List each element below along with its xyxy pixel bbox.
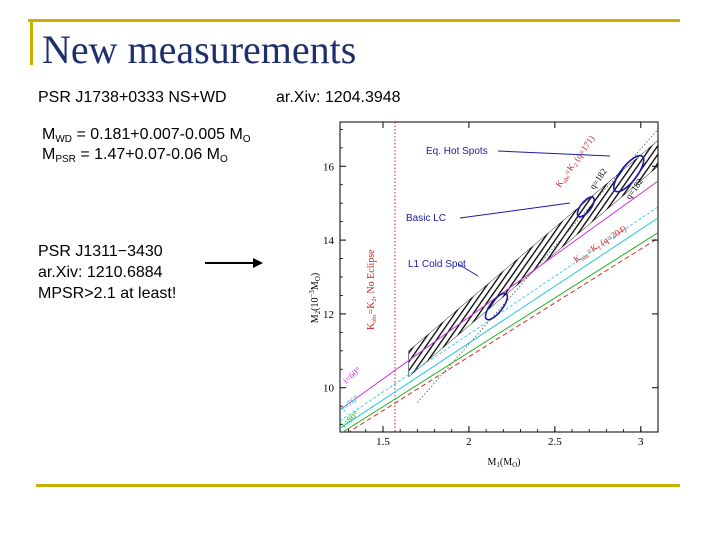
q-dotted-line [417, 129, 658, 403]
label-no-eclipse: Kobs=K2, No Eclipse [366, 249, 378, 330]
mwd-line: MWD = 0.181+0.007-0.005 MO [42, 126, 251, 145]
x-tick-label-1: 2 [466, 436, 472, 448]
label-eq-hot-spots: Eq. Hot Spots [426, 146, 488, 157]
mwd-value: = 0.181+0.007-0.005 M [72, 126, 243, 143]
series-line-red-dashed [347, 237, 658, 432]
ellipse-eq-hot-spots [613, 154, 645, 193]
plot-area [340, 122, 658, 432]
left-rule [30, 19, 33, 65]
pointer-basic-lc [459, 202, 571, 219]
label-basic-lc: Basic LC [406, 213, 446, 224]
axes: 1.5 2 2.5 3 10 12 14 16 [323, 122, 658, 448]
mpsr-prefix: M [42, 146, 56, 163]
mwd-prefix: M [42, 126, 56, 143]
pulsar2-note: MPSR>2.1 at least! [38, 285, 177, 302]
x-tick-label-2: 2.5 [548, 436, 562, 448]
series-line-i76 [340, 217, 658, 429]
ellipse-basic-lc [576, 196, 595, 218]
mpsr-value: = 1.47+0.07-0.06 M [75, 146, 220, 163]
y-tick-label-0: 10 [323, 383, 335, 395]
pointer-eq-hot-spots [497, 150, 611, 157]
mpsr-unit-sub: O [220, 154, 228, 165]
x-tick-label-3: 3 [638, 436, 644, 448]
pulsar2-name: PSR J1311−3430 [38, 243, 163, 260]
slide-title: New measurements [42, 27, 357, 72]
bottom-rule [36, 484, 680, 487]
y-axis-label: M2(10−3MO) [308, 273, 322, 324]
series-line-i80 [341, 232, 658, 432]
mpsr-line: MPSR = 1.47+0.07-0.06 MO [42, 146, 228, 165]
x-tick-label-0: 1.5 [376, 436, 390, 448]
mpsr-sub: PSR [55, 154, 76, 165]
y-tick-label-2: 14 [323, 235, 335, 247]
arrow-right-icon [205, 258, 263, 268]
pulsar2-arxiv: ar.Xiv: 1210.6884 [38, 264, 163, 281]
pulsar1-arxiv: ar.Xiv: 1204.3948 [276, 89, 401, 106]
pulsar1-name: PSR J1738+0333 NS+WD [38, 89, 227, 106]
pointer-l1-cold-spot [457, 263, 479, 277]
mwd-unit-sub: O [242, 134, 251, 145]
mass-mass-figure: 1.5 2 2.5 3 10 12 14 16 M2(10−3MO) M1(MO) Eq. H… [308, 121, 659, 468]
mwd-sub: WD [55, 134, 72, 145]
label-l1-cold-spot: L1 Cold Spot [408, 259, 466, 270]
ellipse-l1-cold-spot [484, 292, 509, 321]
y-tick-label-1: 12 [323, 309, 334, 321]
x-axis-label: M1(MO) [487, 457, 520, 468]
top-rule [28, 19, 680, 22]
y-tick-label-3: 16 [323, 161, 335, 173]
